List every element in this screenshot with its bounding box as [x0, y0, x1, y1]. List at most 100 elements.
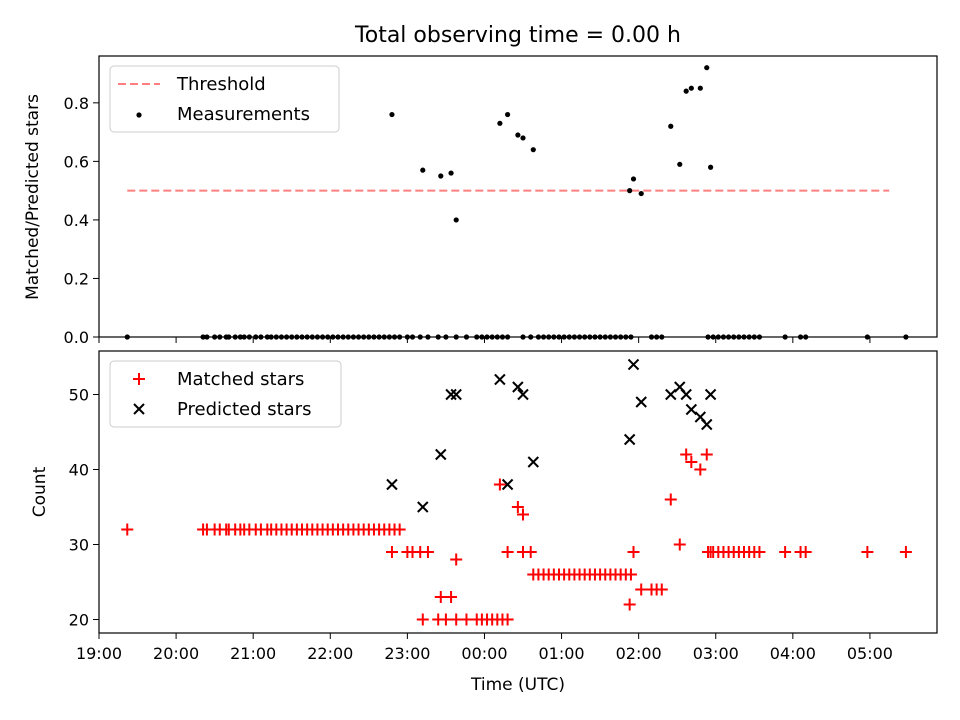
measurement-point [409, 334, 416, 340]
matched-star-point [753, 546, 766, 558]
predicted-star-point [512, 381, 524, 393]
measurement-point [309, 334, 315, 340]
predicted-star-point [704, 388, 717, 401]
measurement-point [474, 334, 480, 340]
top-y-tick-label: 0.6 [64, 152, 89, 171]
top-y-tick-label: 0.4 [64, 211, 89, 230]
matched-star-point [527, 568, 540, 581]
x-tick-label: 00:00 [461, 644, 507, 663]
matched-star-point [501, 613, 514, 626]
measurement-point [520, 334, 526, 340]
measurement-point [273, 334, 279, 340]
measurement-point [497, 120, 503, 126]
measurement-point [335, 334, 341, 340]
measurement-point [283, 334, 290, 340]
measurement-point [294, 334, 300, 340]
measurement-point [803, 334, 809, 340]
measurement-point [720, 334, 727, 340]
measurement-point [638, 190, 644, 197]
measurement-point [350, 334, 357, 340]
matched-star-point [627, 546, 640, 558]
measurement-point [592, 334, 598, 340]
measurement-point [381, 334, 387, 340]
matched-star-point [445, 591, 458, 603]
top-legend: Threshold Measurements [109, 65, 340, 133]
matched-star-point [899, 546, 912, 558]
measurement-point [708, 164, 714, 170]
measurement-point [648, 334, 655, 340]
bottom-plot-frame [98, 350, 938, 634]
bottom-x-axis: 19:00 20:00 21:00 22:00 23:00 00:00 01:00 02:00… [76, 633, 893, 663]
predicted-star-point [386, 478, 398, 491]
matched-legend-label: Matched stars [177, 369, 304, 390]
measurement-point [582, 334, 588, 340]
measurement-point [520, 135, 526, 141]
measurement-point [705, 334, 711, 340]
bottom-y-tick-label: 20 [69, 611, 89, 630]
measurement-point [571, 334, 578, 340]
bottom-legend: Matched stars Predicted stars [109, 360, 342, 428]
top-legend-box [109, 65, 340, 133]
x-tick-label: 23:00 [384, 644, 430, 663]
measurement-point [217, 334, 223, 340]
measurement-point [494, 334, 500, 340]
measurement-point [386, 334, 392, 340]
matched-star-point [421, 546, 434, 558]
measurement-point [782, 334, 788, 340]
measurement-point [314, 334, 321, 340]
measurement-point [556, 334, 562, 340]
measurements-series [124, 65, 909, 340]
measurement-point [618, 334, 624, 340]
x-tick-label: 22:00 [307, 644, 353, 663]
measurement-point [515, 132, 521, 138]
measurement-point [253, 334, 259, 340]
measurement-point [438, 173, 444, 179]
measurement-point [258, 334, 264, 340]
measurement-point [688, 85, 694, 91]
measurement-point [540, 334, 547, 340]
measurement-point [479, 334, 485, 340]
measurement-point [683, 88, 689, 94]
measurement-point [628, 334, 634, 340]
matched-star-point [779, 546, 792, 558]
matched-star-point [121, 523, 134, 536]
predicted-star-point [445, 388, 457, 401]
measurement-point [630, 176, 637, 182]
matched-star-point [460, 613, 473, 626]
matched-star-point [416, 613, 429, 626]
measurement-point [623, 334, 629, 340]
measurement-point [453, 334, 459, 340]
measurement-point [530, 147, 536, 153]
measurement-point [797, 334, 804, 340]
predicted-star-point [417, 501, 429, 513]
measurement-point [361, 334, 367, 340]
matched-star-point [434, 591, 447, 603]
predicted-star-point [450, 388, 462, 401]
measurements-legend-label: Measurements [177, 104, 310, 125]
matched-star-point [685, 456, 698, 468]
predicted-star-point [494, 373, 506, 386]
matched-star-point [385, 546, 398, 558]
matched-star-point [680, 448, 693, 461]
measurement-point [345, 334, 351, 340]
threshold-legend-label: Threshold [176, 74, 266, 95]
measurement-point [448, 170, 454, 176]
x-tick-label: 03:00 [693, 644, 739, 663]
measurement-point [124, 334, 130, 340]
matched-star-point [439, 613, 452, 626]
measurement-point [340, 334, 346, 340]
measurement-point [299, 334, 305, 340]
measurement-point [587, 334, 593, 340]
measurement-point [389, 111, 395, 118]
measurement-point [237, 334, 243, 340]
measurement-point [319, 334, 326, 340]
measurement-point [391, 334, 398, 340]
predicted-star-point [517, 388, 529, 401]
matched-star-point [700, 448, 713, 461]
top-y-axis-label: Matched/Predicted stars [23, 94, 43, 300]
predicted-star-point [435, 448, 447, 461]
top-y-tick-label: 0.2 [64, 269, 89, 288]
bottom-y-tick-label: 40 [69, 461, 89, 480]
measurement-point [504, 111, 511, 118]
